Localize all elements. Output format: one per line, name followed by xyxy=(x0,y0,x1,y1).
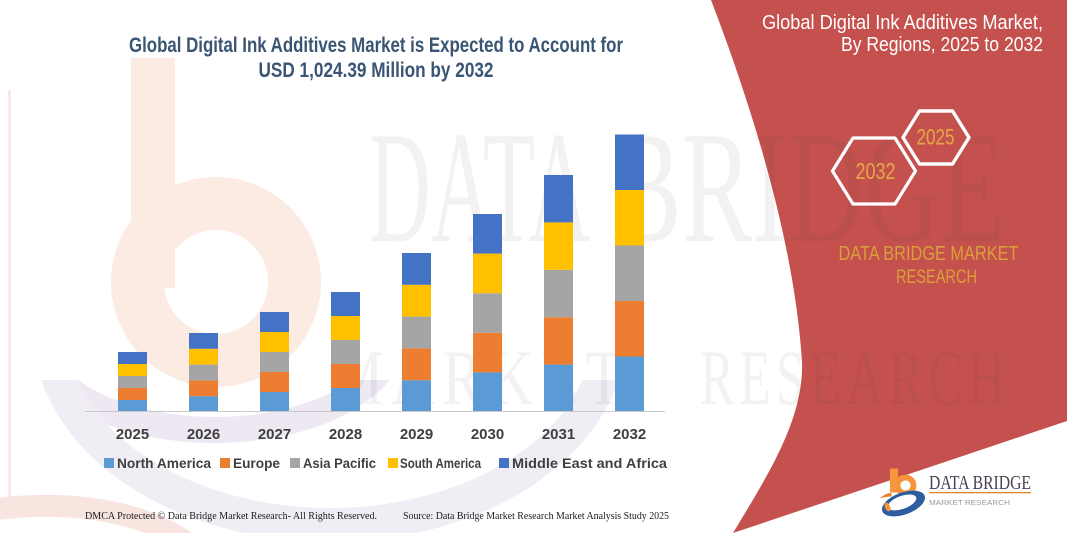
svg-text:2030: 2030 xyxy=(471,426,504,443)
svg-text:2025: 2025 xyxy=(116,426,149,443)
svg-text:By Regions, 2025 to 2032: By Regions, 2025 to 2032 xyxy=(841,34,1043,56)
svg-text:MARKET RESEARCH: MARKET RESEARCH xyxy=(929,500,1010,507)
svg-text:South America: South America xyxy=(400,456,481,471)
svg-text:North America: North America xyxy=(117,456,211,471)
svg-text:DATA BRIDGE MARKET: DATA BRIDGE MARKET xyxy=(839,243,1019,265)
svg-text:2028: 2028 xyxy=(329,426,362,443)
svg-text:2027: 2027 xyxy=(258,426,291,443)
svg-text:2029: 2029 xyxy=(400,426,433,443)
svg-text:2032: 2032 xyxy=(613,426,646,443)
svg-text:Global Digital Ink Additives M: Global Digital Ink Additives Market is E… xyxy=(129,34,623,57)
svg-text:2025: 2025 xyxy=(917,125,955,150)
svg-text:DMCA Protected © Data Bridge M: DMCA Protected © Data Bridge Market Rese… xyxy=(85,510,377,522)
svg-text:Middle East and Africa: Middle East and Africa xyxy=(512,456,668,471)
svg-text:RESEARCH: RESEARCH xyxy=(700,334,1010,421)
svg-text:RESEARCH: RESEARCH xyxy=(896,267,977,288)
svg-text:2032: 2032 xyxy=(856,158,896,184)
svg-text:Europe: Europe xyxy=(233,456,280,471)
svg-text:DATA BRIDGE: DATA BRIDGE xyxy=(929,472,1031,494)
svg-text:USD 1,024.39 Million by 2032: USD 1,024.39 Million by 2032 xyxy=(259,59,494,82)
svg-text:Global Digital Ink Additives M: Global Digital Ink Additives Market, xyxy=(762,12,1043,34)
svg-text:Asia Pacific: Asia Pacific xyxy=(303,456,376,471)
svg-text:2026: 2026 xyxy=(187,426,220,443)
svg-text:2031: 2031 xyxy=(542,426,575,443)
svg-text:Source: Data Bridge Market Res: Source: Data Bridge Market Research Mark… xyxy=(403,510,669,522)
